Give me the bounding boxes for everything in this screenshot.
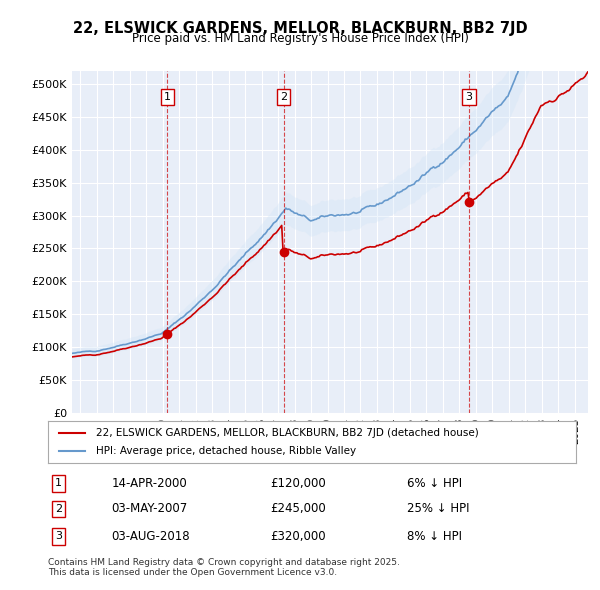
Text: 03-MAY-2007: 03-MAY-2007 bbox=[112, 502, 188, 516]
Text: 2: 2 bbox=[55, 504, 62, 514]
Text: 6% ↓ HPI: 6% ↓ HPI bbox=[407, 477, 462, 490]
Text: 22, ELSWICK GARDENS, MELLOR, BLACKBURN, BB2 7JD (detached house): 22, ELSWICK GARDENS, MELLOR, BLACKBURN, … bbox=[95, 428, 478, 438]
Text: 3: 3 bbox=[55, 531, 62, 541]
Text: HPI: Average price, detached house, Ribble Valley: HPI: Average price, detached house, Ribb… bbox=[95, 446, 356, 456]
Text: £245,000: £245,000 bbox=[270, 502, 326, 516]
Text: Contains HM Land Registry data © Crown copyright and database right 2025.
This d: Contains HM Land Registry data © Crown c… bbox=[48, 558, 400, 577]
Text: £120,000: £120,000 bbox=[270, 477, 326, 490]
Text: 14-APR-2000: 14-APR-2000 bbox=[112, 477, 187, 490]
Text: 2: 2 bbox=[280, 92, 287, 102]
Text: 25% ↓ HPI: 25% ↓ HPI bbox=[407, 502, 470, 516]
Text: 3: 3 bbox=[466, 92, 472, 102]
Text: Price paid vs. HM Land Registry's House Price Index (HPI): Price paid vs. HM Land Registry's House … bbox=[131, 32, 469, 45]
Text: 03-AUG-2018: 03-AUG-2018 bbox=[112, 530, 190, 543]
Text: 1: 1 bbox=[55, 478, 62, 488]
Text: 22, ELSWICK GARDENS, MELLOR, BLACKBURN, BB2 7JD: 22, ELSWICK GARDENS, MELLOR, BLACKBURN, … bbox=[73, 21, 527, 35]
Text: 1: 1 bbox=[164, 92, 171, 102]
Text: 8% ↓ HPI: 8% ↓ HPI bbox=[407, 530, 462, 543]
Text: £320,000: £320,000 bbox=[270, 530, 325, 543]
